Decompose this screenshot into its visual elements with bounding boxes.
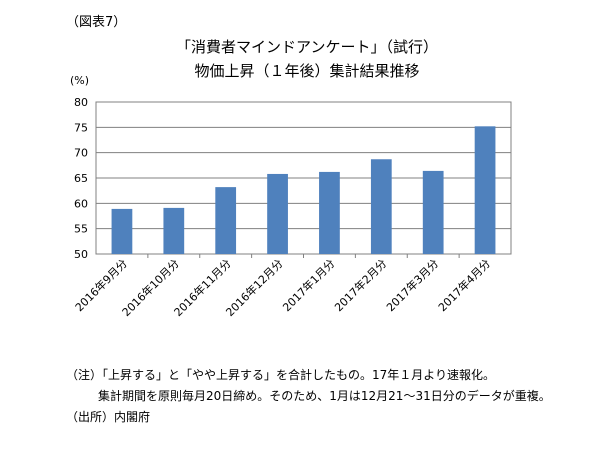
y-tick-label: 55 [74,223,88,236]
y-tick-label: 50 [74,248,88,261]
note-1: （注）「上昇する」と「やや上昇する」を合計したもの。17年１月より速報化。 [66,368,496,382]
bar [319,171,340,254]
source-note: （出所）内閣府 [66,410,151,424]
bar [163,207,185,254]
x-tick-label: 2016年9月分 [72,256,130,314]
x-tick-label: 2017年2月分 [331,256,389,314]
y-axis-unit: (%) [70,74,90,87]
y-tick-label: 60 [74,197,88,210]
chart-title: 「消費者マインドアンケート」（試行） [176,38,438,56]
chart-subtitle: 物価上昇（１年後）集計結果推移 [194,62,420,80]
bar [370,159,392,254]
y-tick-label: 75 [74,121,88,134]
figure-label: （図表7） [66,15,127,30]
y-tick-label: 80 [74,96,88,109]
y-tick-label: 70 [74,147,88,160]
bar [215,187,237,254]
bar [111,208,133,254]
x-tick-label: 2017年1月分 [280,256,338,314]
note-2: 集計期間を原則毎月20日締め。そのため、1月は12月21～31日分のデータが重複… [98,389,551,403]
x-tick-label: 2017年3月分 [383,256,441,314]
y-tick-label: 65 [74,172,88,185]
bar [267,173,288,254]
x-tick-label: 2017年4月分 [435,256,493,314]
bar [474,126,496,254]
bar [422,170,444,254]
